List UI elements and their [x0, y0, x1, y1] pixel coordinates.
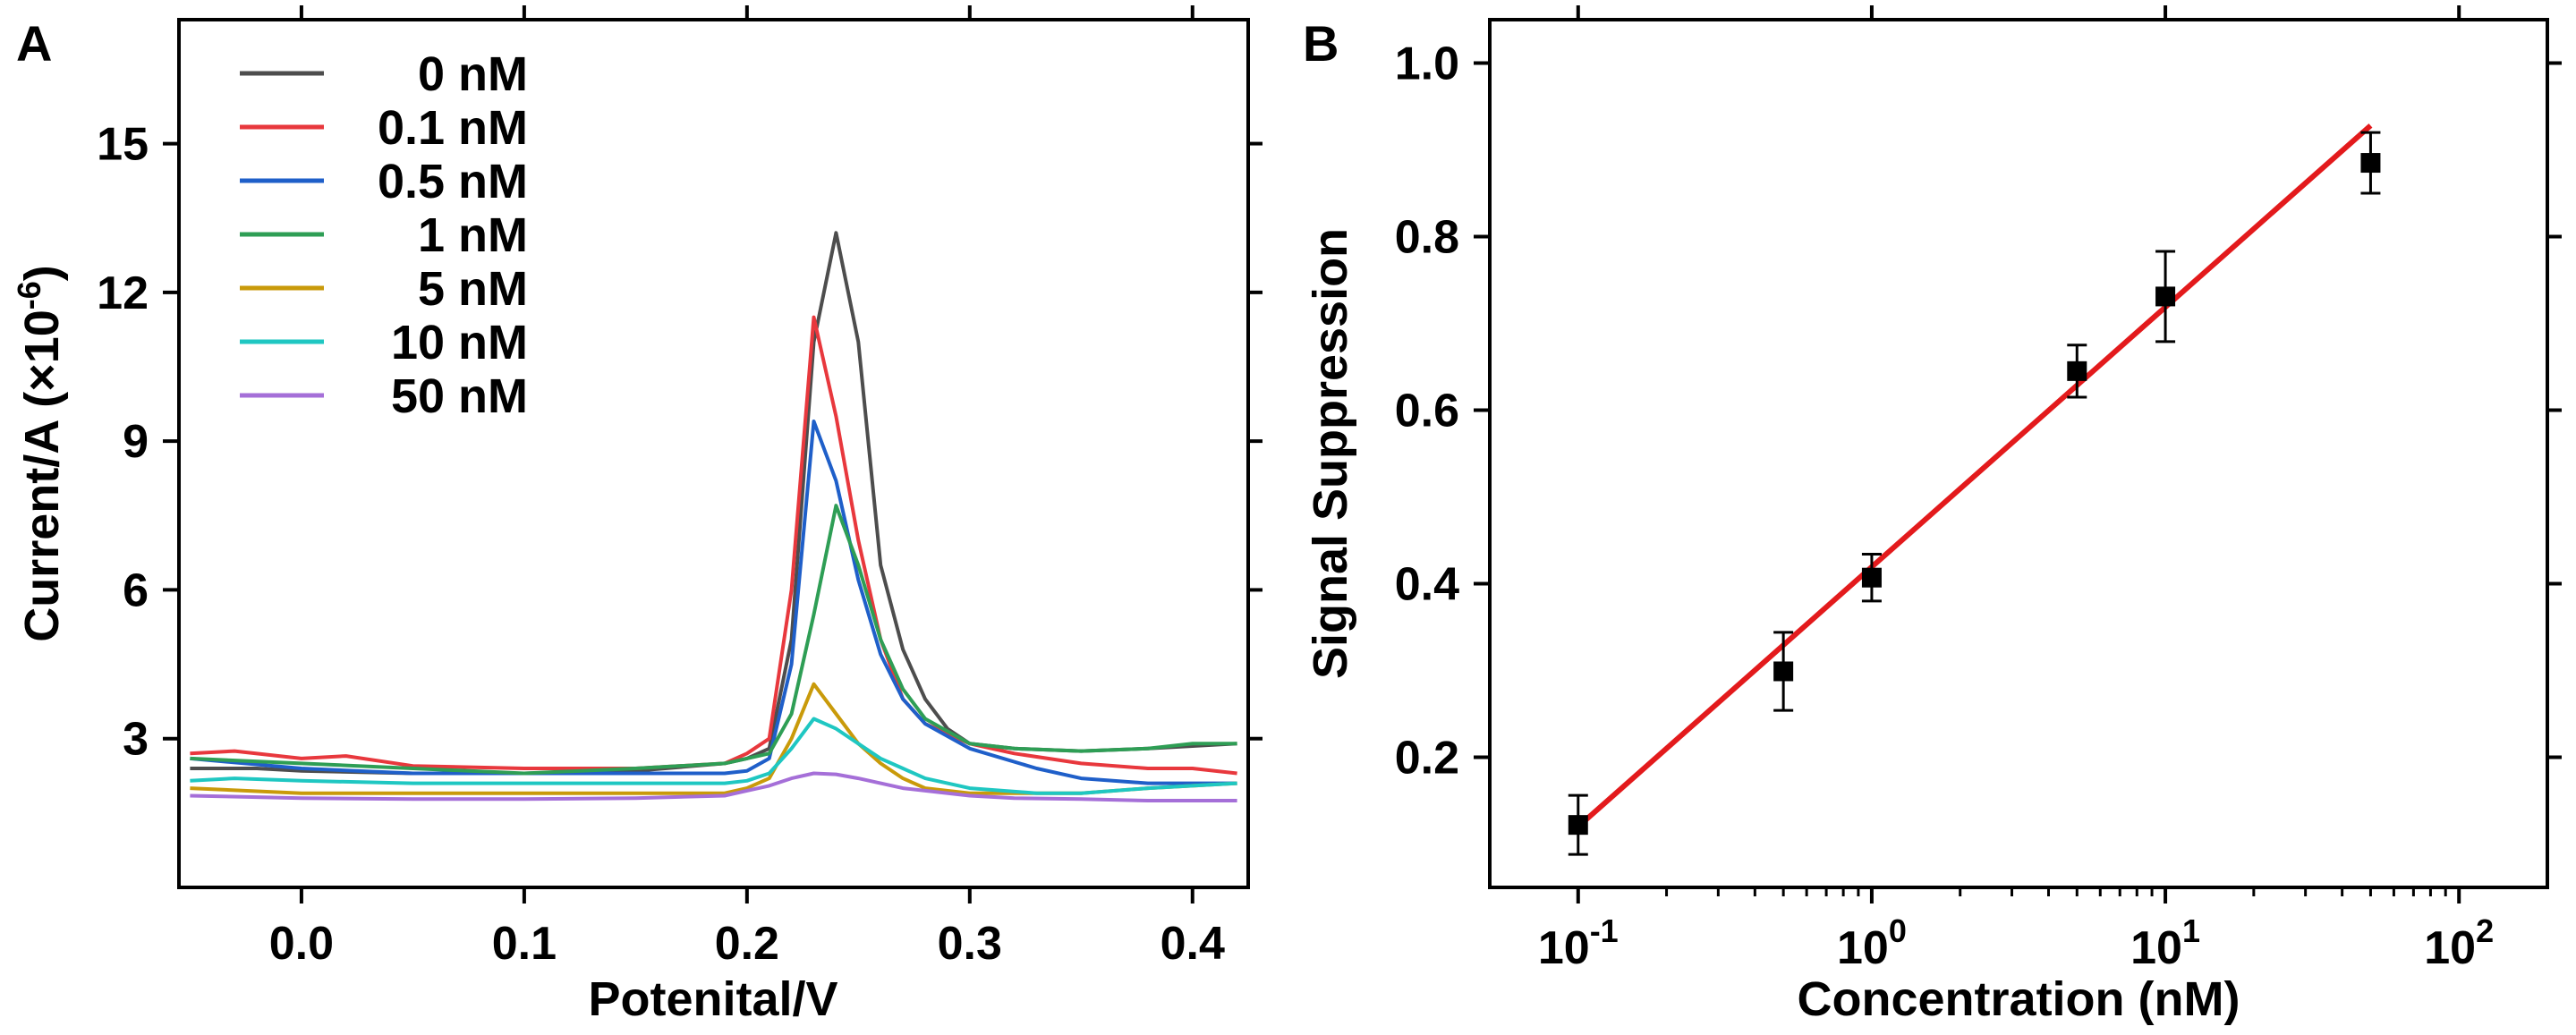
y-tick-label: 1.0: [1395, 38, 1459, 90]
y-tick-label: 12: [97, 267, 149, 319]
x-tick-label: 10-1: [1538, 912, 1619, 974]
panel-b-x-ticks: 10-1 100 101 102: [1538, 5, 2494, 974]
data-point: [2360, 131, 2381, 195]
y-tick-label: 15: [97, 119, 149, 171]
panel-b-chart: 10-1 100 101 102 0.2 0.4 0.6 0.8 1.0 Concentrat…: [1304, 5, 2562, 1026]
data-marker: [2155, 286, 2176, 307]
legend-label: 0.5 nM: [378, 155, 528, 208]
x-tick-label: 100: [1837, 912, 1907, 974]
panel-a-x-ticks: 0.0 0.1 0.2 0.3 0.4: [269, 5, 1225, 970]
x-tick-label: 0.0: [269, 918, 334, 970]
data-point: [1568, 793, 1588, 856]
panel-b-y-ticks: 0.2 0.4 0.6 0.8 1.0: [1395, 38, 2562, 785]
data-marker: [2360, 153, 2381, 174]
x-tick-label: 0.1: [492, 918, 557, 970]
panel-a-chart: 0.0 0.1 0.2 0.3 0.4 3 6 9 12 15 0 nM0.1 nM0.5 nM…: [11, 5, 1262, 1026]
legend-label: 0.1 nM: [378, 101, 528, 155]
legend-label: 50 nM: [391, 369, 528, 423]
series-line-0-1-nm: [190, 315, 1237, 776]
y-tick-label: 6: [123, 564, 149, 616]
series-line-10-nm: [190, 717, 1237, 795]
data-point: [2155, 250, 2176, 344]
panel-a-plot-frame: [177, 18, 1250, 889]
panel-a-y-axis-title-main: Current/A (×10: [15, 310, 69, 642]
panel-a-y-axis-title-exponent: -6: [11, 281, 47, 310]
series-line-0-5-nm: [190, 420, 1237, 785]
y-tick-label: 9: [123, 416, 149, 468]
legend-label: 0 nM: [418, 47, 528, 101]
legend-label: 5 nM: [418, 262, 528, 316]
series-line-50-nm: [190, 771, 1237, 802]
series-line-0-nm: [190, 231, 1237, 776]
data-point: [2067, 344, 2087, 399]
panel-a-y-ticks: 3 6 9 12 15: [97, 119, 1262, 766]
fit-line: [1576, 123, 2373, 829]
data-marker: [1861, 567, 1882, 588]
y-tick-label: 0.6: [1395, 386, 1459, 437]
y-tick-label: 0.2: [1395, 733, 1459, 785]
y-tick-label: 0.4: [1395, 559, 1459, 611]
y-tick-label: 0.8: [1395, 212, 1459, 264]
x-tick-label: 0.2: [715, 918, 779, 970]
panel-b-y-axis-title: Signal Suppression: [1304, 228, 1357, 679]
data-marker: [1568, 815, 1588, 836]
panel-a-y-axis-title: Current/A (×10-6): [11, 265, 69, 642]
panel-b-points: [1568, 131, 2381, 856]
legend-label: 1 nM: [418, 208, 528, 262]
data-point: [1773, 631, 1794, 712]
x-tick-label: 0.4: [1160, 918, 1225, 970]
y-tick-label: 3: [123, 714, 149, 766]
panel-b-x-axis-title: Concentration (nM): [1798, 972, 2240, 1026]
panel-b-fit: [1576, 123, 2373, 829]
x-tick-label: 0.3: [938, 918, 1002, 970]
panel-label-a: A: [16, 15, 52, 72]
panel-b-plot-frame: [1488, 18, 2549, 889]
data-marker: [1773, 661, 1794, 682]
data-point: [1861, 553, 1882, 603]
data-marker: [2067, 361, 2087, 381]
series-line-1-nm: [190, 504, 1237, 776]
panel-label-b: B: [1303, 15, 1339, 72]
x-tick-label: 102: [2424, 912, 2494, 974]
panel-a-y-axis-title-close: ): [15, 265, 69, 281]
panel-a-series: [190, 231, 1237, 802]
panel-a-x-axis-title: Potenital/V: [588, 972, 837, 1026]
legend-label: 10 nM: [391, 316, 528, 369]
x-tick-label: 101: [2130, 912, 2200, 974]
